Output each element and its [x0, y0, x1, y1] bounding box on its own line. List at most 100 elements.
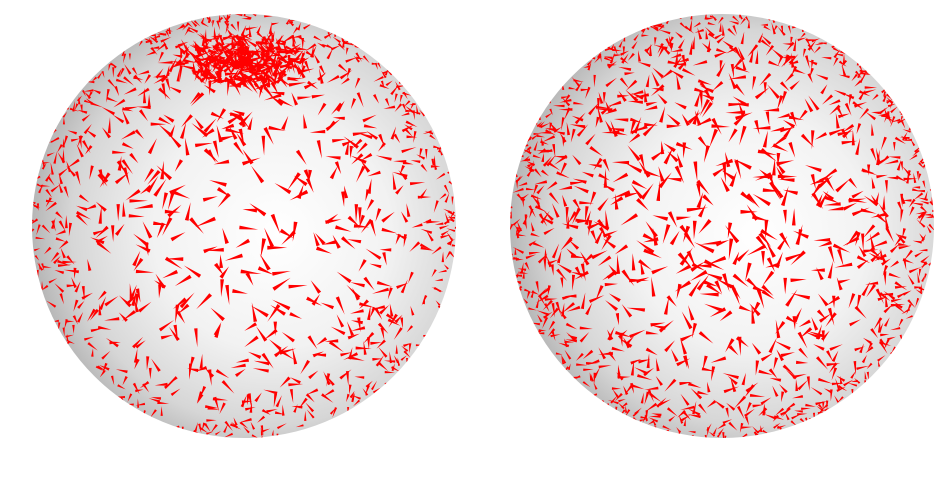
- arrow-glyph: [174, 274, 192, 287]
- arrow-glyph: [232, 289, 248, 294]
- arrow-glyph: [901, 199, 912, 202]
- arrow-glyph: [906, 174, 910, 184]
- arrow-glyph: [277, 98, 294, 107]
- arrow-glyph: [573, 101, 584, 105]
- arrow-glyph: [598, 173, 611, 181]
- arrow-glyph: [546, 256, 552, 268]
- arrow-glyph: [326, 75, 340, 83]
- arrow-glyph: [566, 122, 571, 136]
- arrow-glyph: [203, 44, 213, 49]
- arrow-glyph: [385, 80, 393, 87]
- arrow-glyph: [763, 405, 766, 414]
- arrow-glyph: [891, 346, 896, 354]
- arrow-glyph: [391, 366, 401, 372]
- arrow-glyph: [420, 228, 433, 234]
- arrow-glyph: [148, 367, 152, 380]
- arrow-glyph: [187, 368, 199, 373]
- arrow-glyph: [571, 76, 581, 87]
- arrow-glyph: [775, 321, 786, 335]
- arrow-glyph: [522, 270, 525, 279]
- arrow-glyph: [826, 400, 829, 410]
- arrow-glyph: [692, 220, 697, 240]
- arrow-glyph: [621, 53, 629, 64]
- arrow-glyph: [375, 155, 392, 161]
- arrow-glyph: [387, 318, 401, 326]
- arrow-glyph: [585, 86, 591, 99]
- arrow-glyph: [876, 174, 888, 179]
- arrow-glyph: [288, 284, 308, 289]
- arrow-glyph: [683, 411, 691, 421]
- arrow-glyph: [274, 183, 292, 195]
- arrow-glyph: [690, 388, 703, 400]
- arrow-glyph: [644, 122, 658, 127]
- arrow-glyph: [548, 320, 556, 331]
- arrow-glyph: [777, 55, 784, 67]
- arrow-glyph: [851, 73, 858, 82]
- arrow-glyph: [828, 362, 838, 374]
- arrow-glyph: [261, 44, 273, 53]
- arrow-glyph: [346, 68, 352, 79]
- arrow-glyph: [698, 403, 707, 414]
- sphere-right-canvas: [510, 14, 934, 438]
- arrow-glyph: [714, 51, 727, 58]
- arrow-glyph: [106, 96, 119, 103]
- arrow-glyph: [740, 191, 755, 205]
- arrow-glyph: [90, 102, 103, 108]
- arrow-glyph: [752, 404, 765, 408]
- arrow-glyph: [194, 59, 208, 66]
- arrow-glyph: [781, 391, 785, 403]
- arrow-glyph: [42, 265, 52, 268]
- arrow-glyph: [785, 369, 797, 380]
- arrow-glyph: [586, 359, 600, 365]
- arrow-glyph: [754, 87, 770, 100]
- arrow-glyph: [238, 71, 249, 86]
- arrow-glyph: [193, 20, 201, 27]
- arrow-glyph: [53, 151, 57, 164]
- arrow-glyph: [590, 230, 597, 243]
- arrow-glyph: [900, 209, 904, 223]
- arrow-glyph: [190, 92, 205, 107]
- arrow-glyph: [158, 124, 173, 137]
- arrow-glyph: [516, 193, 524, 202]
- arrow-glyph: [925, 216, 933, 218]
- arrow-glyph: [169, 184, 186, 195]
- arrow-glyph: [351, 392, 356, 403]
- arrow-glyph: [727, 28, 736, 37]
- arrow-glyph: [912, 186, 921, 189]
- arrow-glyph: [346, 321, 354, 336]
- arrow-glyph: [369, 263, 382, 269]
- arrow-glyph: [711, 366, 716, 382]
- arrow-glyph: [182, 22, 190, 31]
- arrow-glyph: [121, 142, 134, 149]
- arrow-glyph: [588, 102, 599, 116]
- arrow-glyph: [903, 249, 913, 261]
- arrow-glyph: [805, 165, 822, 173]
- arrow-glyph: [254, 392, 262, 403]
- arrow-glyph: [40, 284, 49, 291]
- arrow-glyph: [795, 224, 803, 245]
- arrow-glyph: [216, 59, 224, 73]
- arrow-glyph: [568, 86, 577, 90]
- arrow-glyph: [895, 304, 906, 314]
- arrow-glyph: [382, 252, 387, 266]
- arrow-glyph: [800, 32, 806, 39]
- arrow-glyph: [66, 165, 76, 177]
- arrow-glyph: [587, 61, 592, 71]
- arrow-glyph: [712, 427, 717, 435]
- arrow-glyph: [728, 20, 739, 25]
- arrow-glyph: [158, 87, 171, 100]
- arrow-glyph: [587, 59, 593, 66]
- arrow-glyph: [833, 48, 841, 59]
- arrow-glyph: [725, 338, 735, 353]
- arrow-glyph: [128, 214, 145, 218]
- arrow-glyph: [760, 353, 773, 362]
- arrow-glyph: [268, 65, 274, 77]
- arrow-glyph: [730, 63, 734, 79]
- arrow-glyph: [788, 54, 799, 65]
- arrow-glyph: [730, 284, 741, 299]
- arrow-glyph: [919, 213, 925, 225]
- arrow-glyph: [196, 293, 212, 310]
- arrow-glyph: [816, 356, 829, 370]
- arrow-glyph: [841, 93, 855, 100]
- arrow-glyph: [803, 48, 807, 58]
